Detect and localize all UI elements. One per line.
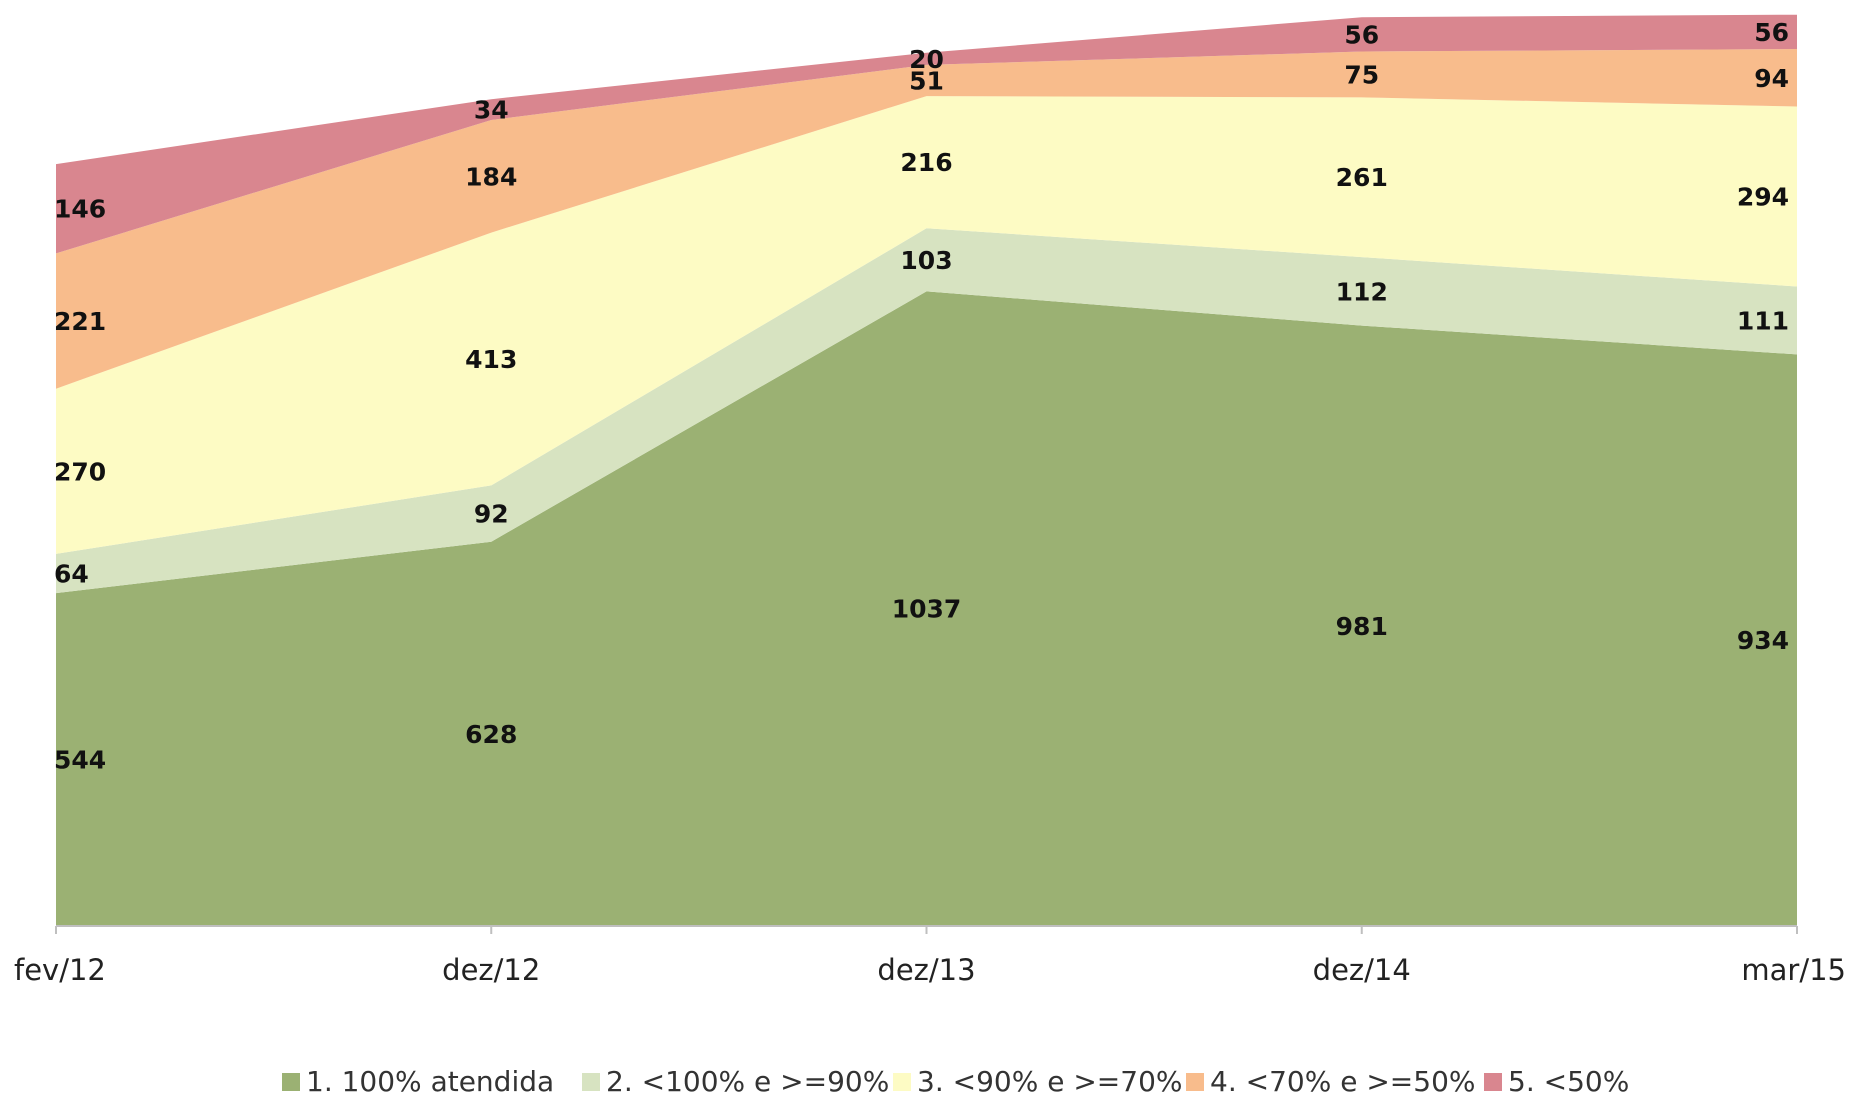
area-series-2: [56, 228, 1797, 594]
legend-swatch: [582, 1073, 600, 1091]
data-label: 628: [465, 720, 517, 749]
x-axis-ticks: fev/12 dez/12 dez/13 dez/14 mar/15: [14, 926, 1846, 987]
data-label: 413: [465, 345, 517, 374]
area-series-3: [56, 96, 1797, 554]
x-tick-label: dez/13: [877, 953, 975, 987]
data-label: 146: [54, 195, 106, 224]
data-label: 56: [1344, 20, 1379, 49]
data-label: 112: [1336, 277, 1388, 306]
legend-label: 3. <90% e >=70%: [917, 1065, 1183, 1097]
area-series-1: [56, 291, 1797, 926]
legend: 1. 100% atendida 2. <100% e >=90% 3. <90% …: [282, 1065, 1629, 1098]
data-label: 981: [1336, 612, 1388, 641]
legend-label: 2. <100% e >=90%: [606, 1065, 889, 1097]
legend-swatch: [893, 1073, 911, 1091]
data-labels: 544 628 1037 981 934 64 92 103 112 111 270 413 216 26…: [54, 18, 1789, 775]
data-label: 111: [1737, 306, 1789, 335]
x-tick-label: mar/15: [1741, 953, 1846, 987]
x-tick-label: fev/12: [14, 953, 106, 987]
data-label: 934: [1737, 626, 1789, 655]
data-label: 56: [1754, 18, 1789, 47]
legend-label: 4. <70% e >=50%: [1210, 1065, 1476, 1097]
legend-label: 1. 100% atendida: [306, 1065, 554, 1097]
area-series-4: [56, 49, 1797, 389]
x-tick-label: dez/12: [442, 953, 540, 987]
data-label: 64: [54, 560, 89, 589]
legend-swatch: [282, 1073, 300, 1091]
legend-label: 5. <50%: [1508, 1065, 1629, 1097]
legend-swatch: [1484, 1073, 1502, 1091]
x-tick-label: dez/14: [1313, 953, 1411, 987]
data-label: 221: [54, 307, 106, 336]
areas-layer: [56, 14, 1797, 926]
data-label: 1037: [892, 595, 962, 624]
legend-swatch: [1186, 1073, 1204, 1091]
data-label: 184: [465, 162, 517, 191]
data-label: 94: [1754, 64, 1789, 93]
data-label: 34: [474, 96, 509, 125]
data-label: 75: [1344, 60, 1379, 89]
data-label: 103: [900, 246, 952, 275]
data-label: 20: [909, 45, 944, 74]
data-label: 270: [54, 457, 106, 486]
data-label: 216: [900, 148, 952, 177]
data-label: 261: [1336, 163, 1388, 192]
area-series-5: [56, 14, 1797, 254]
data-label: 544: [54, 746, 106, 775]
data-label: 294: [1737, 183, 1789, 212]
data-label: 51: [909, 67, 944, 96]
data-label: 92: [474, 500, 509, 529]
